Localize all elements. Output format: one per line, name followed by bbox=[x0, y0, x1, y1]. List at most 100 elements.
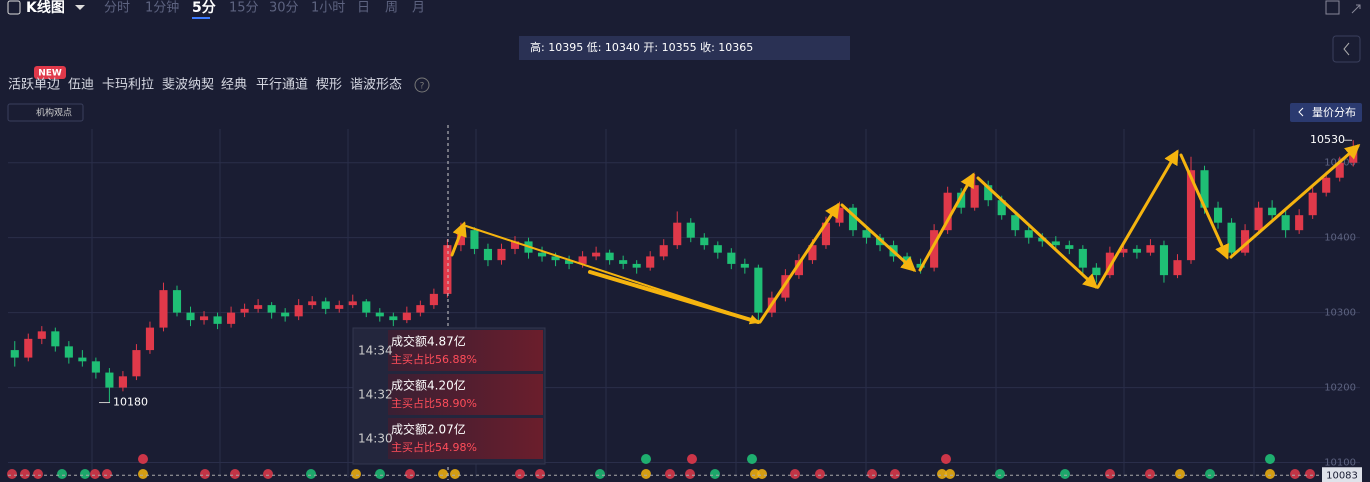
event-icon[interactable] bbox=[1060, 469, 1070, 479]
candle-body bbox=[335, 305, 344, 309]
event-icon[interactable] bbox=[595, 469, 605, 479]
candle-body bbox=[1186, 170, 1196, 261]
dropdown-caret[interactable] bbox=[75, 5, 85, 10]
active-underline bbox=[192, 17, 210, 19]
event-icon[interactable] bbox=[375, 469, 385, 479]
candle-body bbox=[1011, 215, 1020, 231]
candle-body bbox=[700, 237, 709, 246]
event-icon[interactable] bbox=[1265, 469, 1275, 479]
event-icon[interactable] bbox=[937, 469, 947, 479]
event-marker[interactable] bbox=[747, 454, 757, 464]
indicator[interactable]: 卡玛利拉 bbox=[102, 78, 154, 93]
event-icon[interactable] bbox=[438, 469, 448, 479]
event-icon[interactable] bbox=[890, 469, 900, 479]
event-marker[interactable] bbox=[138, 454, 148, 464]
event-icon[interactable] bbox=[815, 469, 825, 479]
event-icon[interactable] bbox=[665, 469, 675, 479]
event-icon[interactable] bbox=[757, 469, 767, 479]
layout-icon[interactable] bbox=[1325, 0, 1340, 15]
event-icon[interactable] bbox=[7, 469, 17, 479]
expand-icon[interactable] bbox=[1351, 4, 1361, 14]
candle-body bbox=[592, 252, 601, 257]
event-icon[interactable] bbox=[685, 469, 695, 479]
indicator[interactable]: 斐波纳契 bbox=[162, 78, 214, 93]
help-icon[interactable] bbox=[414, 77, 430, 93]
kline-icon bbox=[7, 0, 21, 15]
period-tab[interactable]: 日 bbox=[357, 1, 370, 16]
event-marker[interactable] bbox=[641, 454, 651, 464]
event-icon[interactable] bbox=[351, 469, 361, 479]
candle-body bbox=[186, 312, 195, 321]
tooltip-amount: 成交额4.87亿 bbox=[391, 334, 466, 349]
candle-body bbox=[497, 248, 506, 261]
indicator[interactable]: 谐波形态 bbox=[350, 78, 402, 93]
event-marker[interactable] bbox=[941, 454, 951, 464]
candle-body bbox=[727, 252, 736, 264]
event-icon[interactable] bbox=[867, 469, 877, 479]
indicator[interactable]: 伍迪 bbox=[68, 78, 94, 93]
candle-body bbox=[429, 293, 438, 306]
candle-body bbox=[267, 305, 276, 313]
event-icon[interactable] bbox=[102, 469, 112, 479]
candle-body bbox=[686, 222, 695, 238]
candle-body bbox=[835, 207, 844, 223]
event-icon[interactable] bbox=[263, 469, 273, 479]
event-icon[interactable] bbox=[138, 469, 148, 479]
period-tab[interactable]: 5分 bbox=[192, 0, 216, 16]
collapse-button[interactable] bbox=[1332, 35, 1361, 63]
event-icon[interactable] bbox=[405, 469, 415, 479]
event-marker[interactable] bbox=[1265, 454, 1275, 464]
event-icon[interactable] bbox=[641, 469, 651, 479]
candle-body bbox=[578, 256, 587, 264]
tooltip-row-bg bbox=[388, 374, 543, 415]
candle-body bbox=[1213, 207, 1223, 223]
event-icon[interactable] bbox=[1205, 469, 1215, 479]
event-icon[interactable] bbox=[710, 469, 720, 479]
candle-body bbox=[389, 316, 398, 321]
period-tab[interactable]: 1小时 bbox=[311, 1, 345, 16]
event-icon[interactable] bbox=[80, 469, 90, 479]
candle-body bbox=[510, 241, 520, 249]
period-tab[interactable]: 周 bbox=[385, 1, 398, 16]
event-icon[interactable] bbox=[750, 469, 760, 479]
indicator[interactable]: 楔形 bbox=[316, 78, 342, 93]
period-tab[interactable]: 30分 bbox=[269, 1, 299, 16]
event-icon[interactable] bbox=[57, 469, 67, 479]
event-icon[interactable] bbox=[230, 469, 240, 479]
period-tab[interactable]: 分时 bbox=[104, 1, 130, 16]
event-icon[interactable] bbox=[995, 469, 1005, 479]
indicator[interactable]: 平行通道 bbox=[256, 78, 308, 93]
tooltip-row-bg bbox=[388, 418, 543, 459]
indicator[interactable]: 经典 bbox=[221, 78, 247, 93]
candle-body bbox=[754, 267, 763, 313]
volume-profile-button[interactable] bbox=[1290, 103, 1362, 122]
volume-profile-text[interactable]: 量价分布 bbox=[1312, 106, 1356, 119]
event-icon[interactable] bbox=[1175, 469, 1185, 479]
event-icon[interactable] bbox=[945, 469, 955, 479]
event-icon[interactable] bbox=[1305, 469, 1315, 479]
event-icon[interactable] bbox=[535, 469, 545, 479]
event-icon[interactable] bbox=[200, 469, 210, 479]
period-tab[interactable]: 月 bbox=[412, 1, 425, 16]
institution-button[interactable] bbox=[7, 103, 84, 122]
kline-title[interactable]: K线图 bbox=[26, 0, 65, 16]
event-icon[interactable] bbox=[450, 469, 460, 479]
tooltip-amount: 成交额4.20亿 bbox=[391, 378, 466, 393]
event-icon[interactable] bbox=[1145, 469, 1155, 479]
arrow bbox=[840, 203, 917, 273]
event-icon[interactable] bbox=[790, 469, 800, 479]
event-icon[interactable] bbox=[1105, 469, 1115, 479]
event-marker[interactable] bbox=[687, 454, 697, 464]
candle-body bbox=[1241, 230, 1250, 253]
event-icon[interactable] bbox=[33, 469, 43, 479]
event-icon[interactable] bbox=[90, 469, 100, 479]
period-tab[interactable]: 1分钟 bbox=[145, 0, 179, 16]
candle-body bbox=[1159, 245, 1169, 276]
institution-text[interactable]: 机构观点 bbox=[36, 107, 72, 119]
event-icon[interactable] bbox=[20, 469, 30, 479]
event-icon[interactable] bbox=[306, 469, 316, 479]
period-tab[interactable]: 15分 bbox=[229, 1, 259, 16]
event-icon[interactable] bbox=[1290, 469, 1300, 479]
indicator[interactable]: 活跃单边 bbox=[8, 78, 60, 93]
event-icon[interactable] bbox=[515, 469, 525, 479]
